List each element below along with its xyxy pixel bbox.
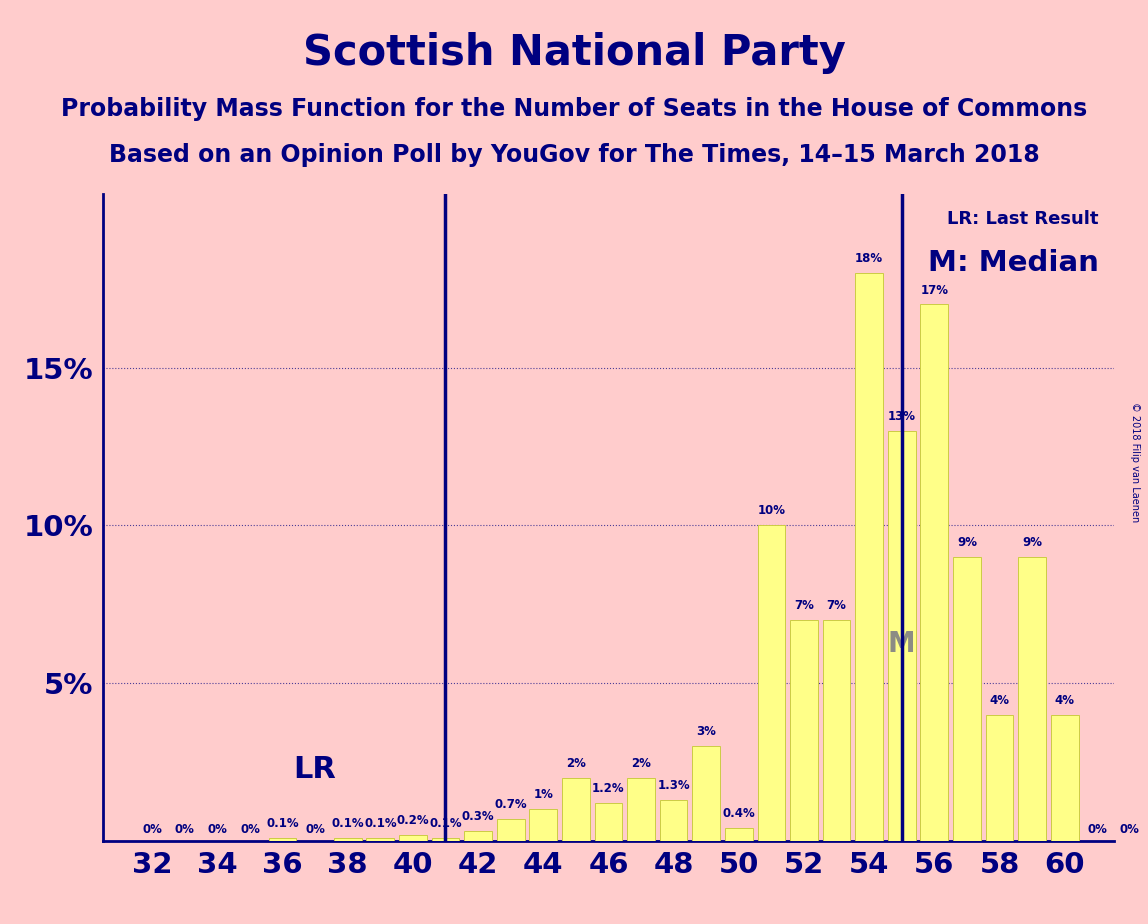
Text: 1.3%: 1.3% xyxy=(658,779,690,792)
Text: 7%: 7% xyxy=(794,599,814,612)
Text: 0.1%: 0.1% xyxy=(364,817,396,830)
Bar xyxy=(269,838,296,841)
Bar xyxy=(790,620,817,841)
Bar xyxy=(529,809,557,841)
Text: 17%: 17% xyxy=(921,284,948,297)
Text: 0%: 0% xyxy=(142,823,162,836)
Text: 0%: 0% xyxy=(305,823,325,836)
Text: 9%: 9% xyxy=(957,536,977,549)
Text: 0%: 0% xyxy=(1120,823,1140,836)
Bar xyxy=(400,834,427,841)
Text: Probability Mass Function for the Number of Seats in the House of Commons: Probability Mass Function for the Number… xyxy=(61,97,1087,121)
Text: 0.1%: 0.1% xyxy=(429,817,461,830)
Bar xyxy=(953,557,980,841)
Text: 18%: 18% xyxy=(855,252,883,265)
Bar xyxy=(986,714,1014,841)
Bar xyxy=(366,838,394,841)
Text: LR: Last Result: LR: Last Result xyxy=(947,211,1099,228)
Bar xyxy=(823,620,851,841)
Text: 4%: 4% xyxy=(990,694,1009,707)
Text: 2%: 2% xyxy=(566,757,585,770)
Bar xyxy=(563,778,590,841)
Text: 0.1%: 0.1% xyxy=(266,817,298,830)
Text: 10%: 10% xyxy=(758,505,785,517)
Bar xyxy=(855,273,883,841)
Text: 0%: 0% xyxy=(208,823,227,836)
Text: 9%: 9% xyxy=(1022,536,1042,549)
Bar xyxy=(464,832,492,841)
Text: 3%: 3% xyxy=(697,725,716,738)
Text: 0.2%: 0.2% xyxy=(396,814,429,827)
Text: 1.2%: 1.2% xyxy=(592,782,625,795)
Bar xyxy=(497,819,525,841)
Text: 0%: 0% xyxy=(174,823,195,836)
Bar xyxy=(595,803,622,841)
Text: 0%: 0% xyxy=(1087,823,1107,836)
Bar xyxy=(660,800,688,841)
Bar xyxy=(692,747,720,841)
Bar xyxy=(758,526,785,841)
Bar xyxy=(432,838,459,841)
Text: 2%: 2% xyxy=(631,757,651,770)
Text: © 2018 Filip van Laenen: © 2018 Filip van Laenen xyxy=(1130,402,1140,522)
Text: M: M xyxy=(887,630,916,658)
Text: 13%: 13% xyxy=(887,409,916,423)
Text: 7%: 7% xyxy=(827,599,846,612)
Text: 0.1%: 0.1% xyxy=(332,817,364,830)
Text: 0.4%: 0.4% xyxy=(722,808,755,821)
Bar xyxy=(724,828,753,841)
Text: Scottish National Party: Scottish National Party xyxy=(303,32,845,74)
Text: M: Median: M: Median xyxy=(928,249,1099,277)
Text: 4%: 4% xyxy=(1055,694,1075,707)
Text: 0.7%: 0.7% xyxy=(495,797,527,811)
Text: 0.3%: 0.3% xyxy=(461,810,495,823)
Bar xyxy=(1018,557,1046,841)
Text: Based on an Opinion Poll by YouGov for The Times, 14–15 March 2018: Based on an Opinion Poll by YouGov for T… xyxy=(109,143,1039,167)
Bar xyxy=(1050,714,1078,841)
Text: 1%: 1% xyxy=(534,788,553,801)
Bar xyxy=(921,305,948,841)
Text: LR: LR xyxy=(294,755,336,784)
Bar xyxy=(334,838,362,841)
Bar xyxy=(627,778,654,841)
Bar xyxy=(887,431,916,841)
Text: 0%: 0% xyxy=(240,823,259,836)
